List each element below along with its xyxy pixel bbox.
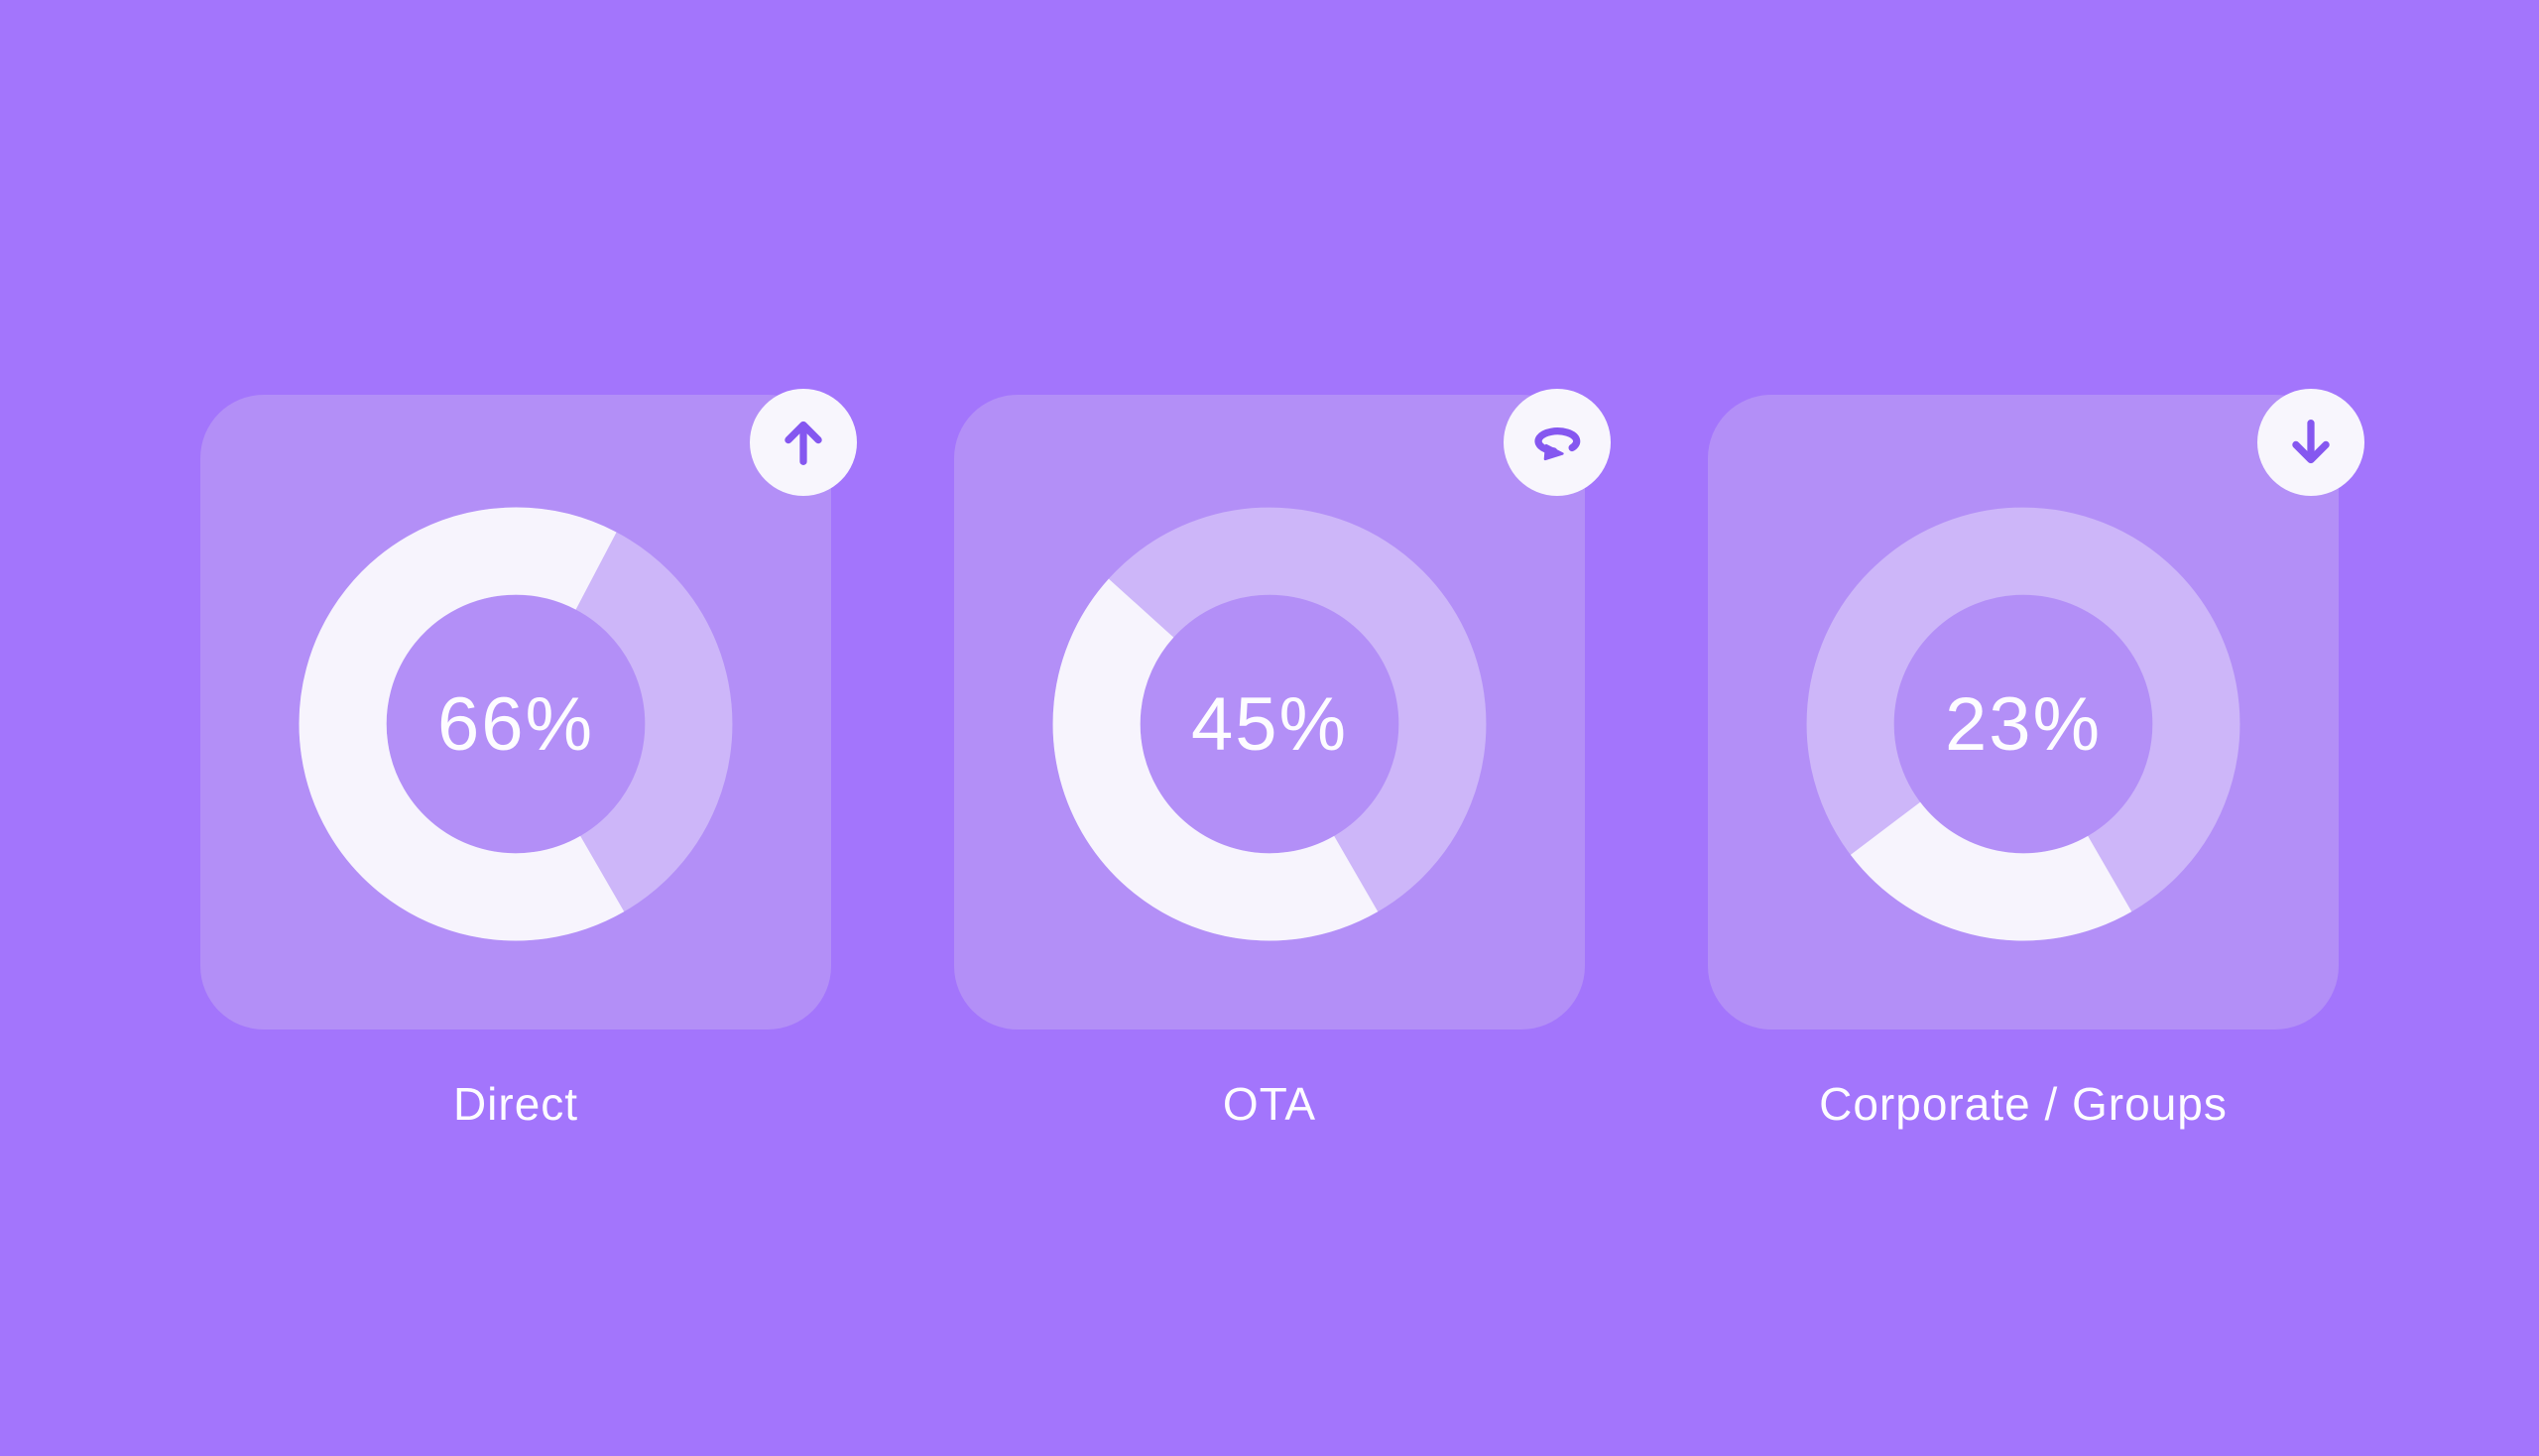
arrow-down-icon	[2292, 420, 2330, 464]
donut-fill-corporate-groups	[1806, 507, 2240, 941]
donut-chart-corporate-groups	[1708, 407, 2339, 1041]
card-label-direct: Direct	[452, 1078, 579, 1130]
gauge-cards-row: 66% Direct 45%	[0, 389, 2539, 1131]
stat-card-corporate-groups: 23%	[1708, 389, 2364, 1030]
donut-chart-direct	[200, 407, 831, 1041]
stat-card-ota: 45%	[954, 389, 1611, 1030]
trend-badge-direct[interactable]	[750, 389, 857, 496]
donut-chart-ota	[954, 407, 1585, 1041]
donut-fill-direct	[299, 507, 733, 941]
trend-badge-corporate-groups[interactable]	[2257, 389, 2364, 496]
donut-svg-corporate-groups	[1806, 507, 2240, 941]
rotate-icon	[1534, 427, 1581, 461]
percent-value-corporate-groups: 23%	[1944, 681, 2103, 767]
stat-card-direct: 66%	[200, 389, 857, 1030]
stat-ota: 45% OTA	[954, 389, 1611, 1131]
stat-direct: 66% Direct	[200, 389, 857, 1131]
trend-badge-ota[interactable]	[1504, 389, 1611, 496]
donut-fill-ota	[1052, 507, 1487, 941]
arrow-up-icon	[785, 421, 822, 465]
stat-corporate-groups: 23% Corporate / Groups	[1708, 389, 2364, 1131]
card-label-corporate-groups: Corporate / Groups	[1819, 1078, 2228, 1130]
donut-svg-ota	[1052, 507, 1487, 941]
percent-value-ota: 45%	[1190, 681, 1349, 767]
donut-svg-direct	[299, 507, 733, 941]
card-label-ota: OTA	[1222, 1078, 1317, 1130]
percent-value-direct: 66%	[436, 681, 595, 767]
